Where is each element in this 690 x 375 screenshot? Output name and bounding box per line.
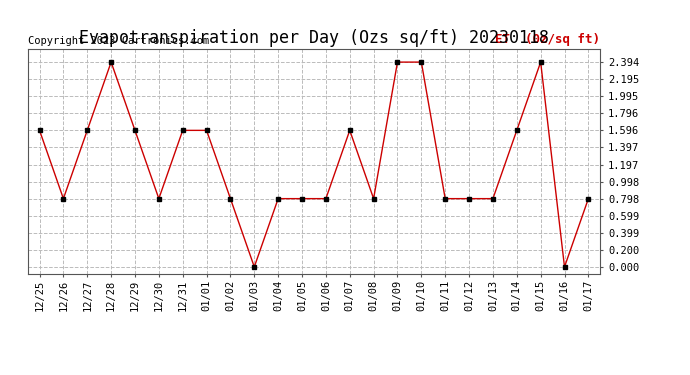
Title: Evapotranspiration per Day (Ozs sq/ft) 20230118: Evapotranspiration per Day (Ozs sq/ft) 2…	[79, 29, 549, 47]
Text: Copyright 2023 Cartronics.com: Copyright 2023 Cartronics.com	[28, 36, 209, 46]
Text: ET  (0z/sq ft): ET (0z/sq ft)	[495, 33, 600, 46]
